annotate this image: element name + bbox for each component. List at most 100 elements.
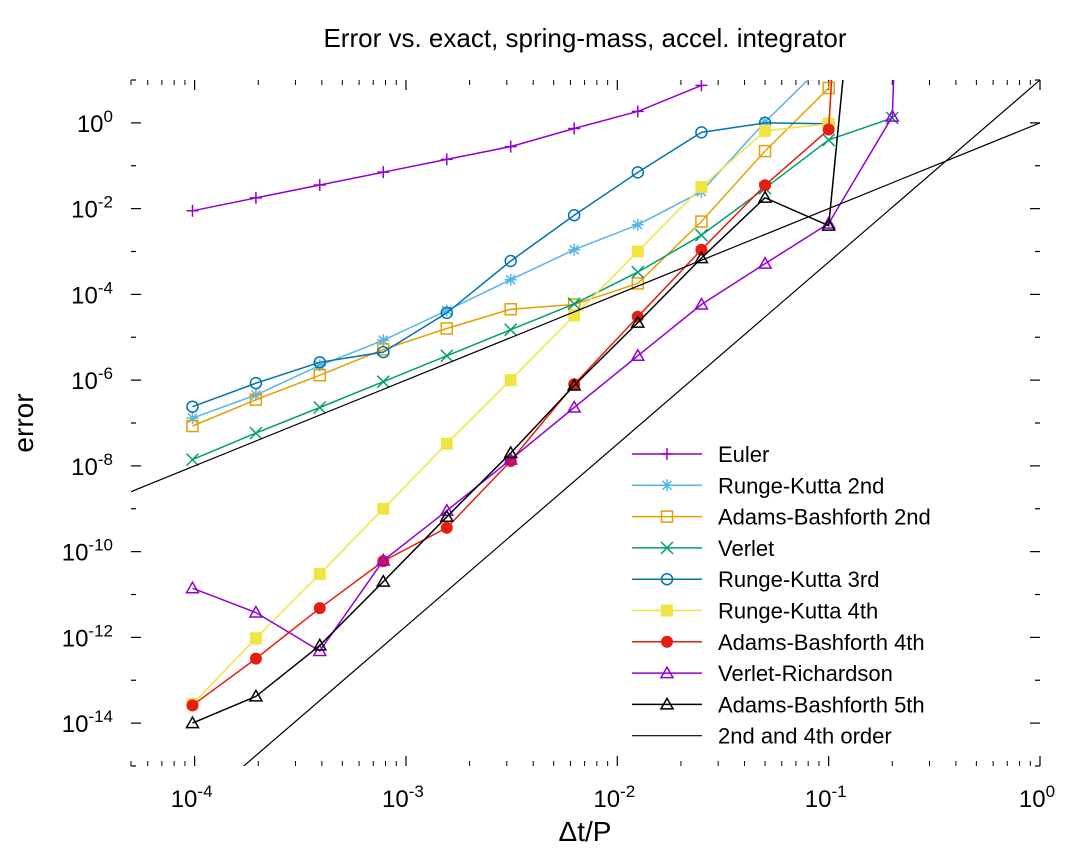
series-runge-kutta-2nd [186, 80, 809, 425]
y-tick-label: 10-6 [71, 364, 113, 395]
data-point [504, 273, 517, 286]
data-point [567, 209, 581, 222]
data-point [504, 254, 517, 268]
legend-swatch-marker [661, 604, 673, 617]
legend: Euler Runge-Kutta 2nd Adams-Bashforth 2nd V… [632, 442, 931, 749]
legend-label: Runge-Kutta 4th [718, 599, 878, 624]
data-point [439, 509, 455, 523]
data-point [504, 323, 518, 337]
data-point [821, 218, 836, 231]
data-point [504, 374, 517, 387]
data-point [695, 80, 708, 92]
data-point [440, 349, 454, 363]
data-point [631, 105, 644, 118]
data-point [313, 602, 326, 615]
series-runge-kutta-4th [186, 80, 835, 710]
series-2nd-and-4th-order [131, 80, 1040, 766]
data-point [503, 452, 518, 465]
data-point [757, 190, 773, 203]
data-point [631, 166, 645, 179]
y-tick-label: 10-8 [71, 450, 113, 481]
data-point [249, 426, 263, 440]
legend-label: Runge-Kutta 3rd [718, 567, 879, 592]
series-line [192, 80, 831, 427]
data-point [313, 356, 327, 369]
plot-frame [131, 80, 1040, 766]
legend-item: Verlet-Richardson [632, 661, 893, 686]
data-point [822, 133, 836, 147]
series-euler [186, 80, 708, 217]
x-tick-label: 100 [1019, 782, 1055, 813]
reference-line [131, 122, 1040, 493]
data-point [377, 345, 390, 359]
data-point [567, 297, 581, 311]
series-line [192, 122, 829, 408]
plot-area [131, 80, 1040, 766]
data-point [695, 243, 708, 256]
legend-label: Euler [718, 442, 769, 467]
data-point [631, 245, 644, 258]
data-point [249, 632, 262, 645]
legend-swatch-marker [661, 448, 673, 460]
plot-border [131, 80, 1040, 766]
y-tick-label: 10-4 [71, 278, 113, 309]
data-point [566, 399, 582, 413]
data-point [248, 688, 264, 702]
legend-item: Runge-Kutta 3rd [632, 567, 879, 592]
data-point [821, 215, 836, 229]
data-point [186, 412, 199, 425]
data-point [249, 376, 263, 390]
legend-label: Adams-Bashforth 5th [718, 692, 925, 717]
legend-swatch-marker [660, 541, 674, 555]
series-verlet-richardson [185, 80, 900, 657]
data-point [440, 437, 453, 450]
data-point [249, 191, 262, 204]
legend-label: Adams-Bashforth 4th [718, 630, 925, 655]
legend-swatch-marker [660, 572, 674, 586]
x-tick-label: 10-4 [171, 782, 213, 813]
series-verlet [185, 111, 899, 467]
series-line [192, 80, 844, 724]
legend-item: Verlet [632, 536, 774, 561]
data-point [185, 580, 200, 594]
data-point [568, 243, 581, 256]
x-tick-label: 10-1 [805, 782, 847, 813]
data-point [440, 153, 453, 166]
legend-swatch-marker [661, 635, 673, 648]
x-axis-label: Δt/P [559, 816, 612, 847]
y-tick-label: 10-12 [62, 621, 113, 652]
data-point [503, 445, 518, 459]
legend-label: Verlet [718, 536, 774, 561]
data-point [631, 265, 645, 279]
data-point [186, 400, 199, 413]
legend-item: Adams-Bashforth 4th [632, 630, 925, 655]
data-point [568, 378, 581, 391]
data-point [375, 553, 391, 566]
data-point [440, 304, 453, 317]
data-point [313, 568, 326, 581]
data-point [313, 400, 327, 415]
legend-item: Adams-Bashforth 2nd [632, 505, 931, 530]
y-tick-label: 10-10 [62, 536, 113, 567]
data-point [249, 388, 262, 401]
data-point [694, 228, 708, 242]
legend-swatch-marker [659, 665, 675, 679]
data-point [249, 393, 263, 406]
legend-item: Runge-Kutta 4th [632, 599, 878, 624]
legend-item: 2nd and 4th order [632, 724, 892, 749]
data-point [376, 375, 390, 389]
data-point [695, 180, 708, 193]
data-point [186, 419, 199, 433]
data-point [631, 218, 644, 231]
legend-item: Adams-Bashforth 5th [632, 692, 925, 717]
data-point [377, 502, 390, 515]
data-point [695, 126, 708, 139]
data-point [759, 115, 772, 128]
data-point [440, 521, 453, 534]
legend-swatch-marker [659, 696, 675, 710]
data-point [439, 503, 455, 516]
data-point [758, 144, 772, 158]
data-point [440, 322, 454, 335]
legend-swatch-marker [661, 479, 673, 492]
data-point [694, 297, 709, 310]
